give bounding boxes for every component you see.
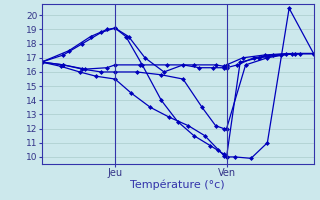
X-axis label: Température (°c): Température (°c) <box>130 180 225 190</box>
